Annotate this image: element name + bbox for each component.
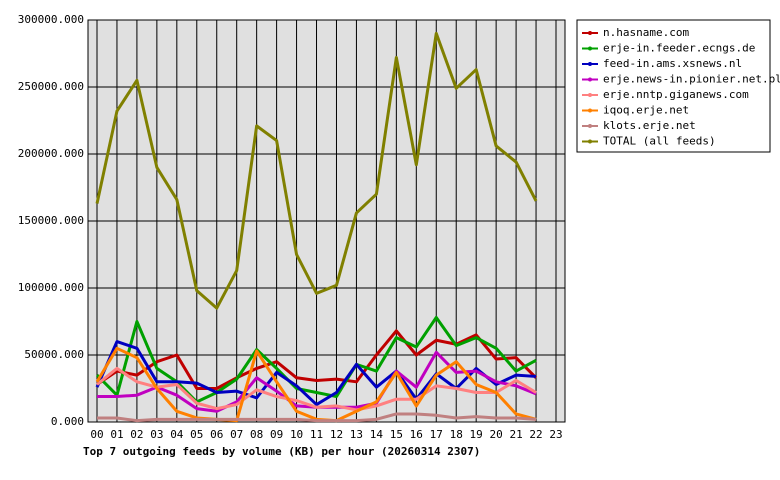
x-tick-label: 20 <box>490 428 503 441</box>
x-tick-label: 05 <box>190 428 203 441</box>
legend-marker <box>588 139 592 144</box>
legend-marker <box>588 93 592 97</box>
legend-label: n.hasname.com <box>603 26 689 39</box>
x-tick-label: 06 <box>210 428 223 441</box>
x-tick-label: 17 <box>430 428 443 441</box>
x-tick-label: 09 <box>270 428 283 441</box>
legend-label: erje.news-in.pionier.net.pl <box>603 73 780 86</box>
x-tick-label: 00 <box>90 428 103 441</box>
legend-label: erje-in.feeder.ecngs.de <box>603 42 755 55</box>
series-line <box>97 412 537 423</box>
x-tick-label: 04 <box>170 428 184 441</box>
y-tick-label: 300000.000 <box>18 13 84 26</box>
series-line <box>95 315 537 404</box>
x-tick-label: 11 <box>310 428 323 441</box>
x-tick-label: 01 <box>110 428 123 441</box>
series-line <box>96 329 538 390</box>
x-tick-label: 10 <box>290 428 303 441</box>
legend-label: erje.nntp.giganews.com <box>603 88 749 101</box>
series-line <box>95 31 538 310</box>
y-tick-label: 100000.000 <box>18 281 84 294</box>
x-tick-label: 12 <box>330 428 343 441</box>
x-tick-label: 15 <box>390 428 403 441</box>
x-tick-label: 23 <box>549 428 562 441</box>
series-line <box>96 366 537 412</box>
y-tick-label: 250000.000 <box>18 80 84 93</box>
legend-marker <box>588 31 592 35</box>
legend-marker <box>588 77 592 82</box>
x-axis-label: Top 7 outgoing feeds by volume (KB) per … <box>83 445 480 458</box>
y-tick-label: 50000.000 <box>24 348 84 361</box>
x-tick-label: 13 <box>350 428 363 441</box>
x-tick-label: 16 <box>410 428 423 441</box>
x-tick-label: 18 <box>450 428 463 441</box>
series-line <box>95 340 537 407</box>
x-tick-label: 14 <box>370 428 384 441</box>
y-tick-label: 200000.000 <box>18 147 84 160</box>
x-tick-label: 22 <box>529 428 542 441</box>
legend-label: feed-in.ams.xsnews.nl <box>603 57 742 70</box>
legend-marker <box>588 62 592 66</box>
y-tick-label: 0.000 <box>51 415 84 428</box>
legend-marker <box>588 108 592 113</box>
x-tick-label: 02 <box>130 428 143 441</box>
x-tick-label: 03 <box>150 428 163 441</box>
x-tick-label: 19 <box>470 428 483 441</box>
legend-marker <box>588 46 592 51</box>
legend-marker <box>588 124 592 128</box>
x-tick-label: 21 <box>509 428 522 441</box>
x-tick-label: 07 <box>230 428 243 441</box>
legend-label: iqoq.erje.net <box>603 104 689 117</box>
legend-label: TOTAL (all feeds) <box>603 135 716 148</box>
legend-label: klots.erje.net <box>603 119 696 132</box>
legend-box <box>576 19 771 153</box>
x-tick-label: 08 <box>250 428 263 441</box>
y-tick-label: 150000.000 <box>18 214 84 227</box>
